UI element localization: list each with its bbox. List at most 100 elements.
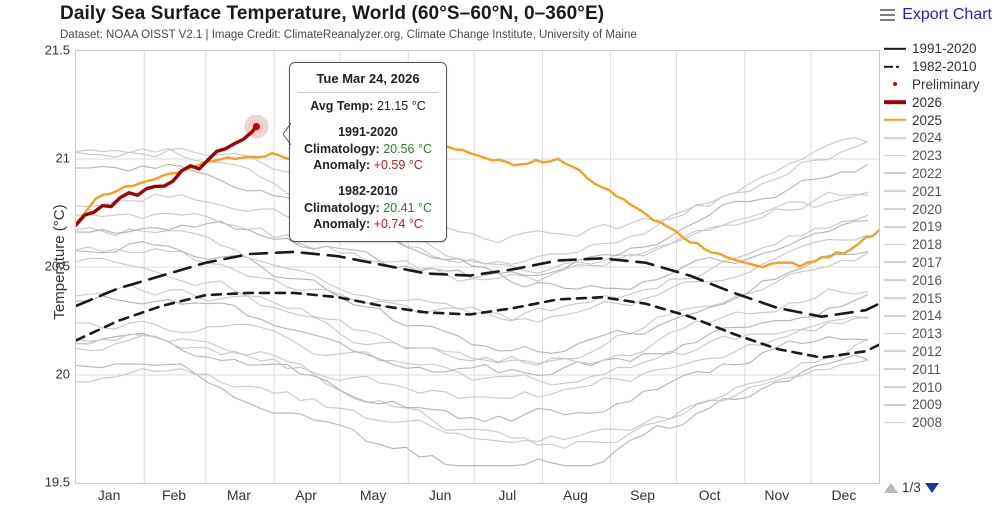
x-axis-tick-label: Apr <box>295 487 317 503</box>
legend-item-2011[interactable]: 2011 <box>884 360 1000 378</box>
legend-item-label: 2026 <box>912 94 943 110</box>
legend-item-2021[interactable]: 2021 <box>884 182 1000 200</box>
legend-item-2023[interactable]: 2023 <box>884 147 1000 165</box>
tooltip-anomaly-label: Anomaly: <box>313 158 371 172</box>
legend-swatch-solid-icon <box>884 185 906 197</box>
tooltip-pointer-icon <box>283 123 291 145</box>
legend-swatch-dashdot-icon <box>884 61 906 73</box>
tooltip-date: Tue Mar 24, 2026 <box>316 71 420 86</box>
legend-swatch-solid-icon <box>884 417 906 429</box>
legend-item-1982-2010[interactable]: 1982-2010 <box>884 58 1000 76</box>
background-year-traces <box>76 137 869 467</box>
legend-item-label: 2008 <box>912 415 943 431</box>
x-axis-tick-label: Jun <box>428 487 452 503</box>
legend-item-2024[interactable]: 2024 <box>884 129 1000 147</box>
legend-item-label: 1982-2010 <box>912 59 977 75</box>
y-axis-tick-label: 20.5 <box>44 258 70 274</box>
legend-item-2017[interactable]: 2017 <box>884 254 1000 272</box>
legend-item-2015[interactable]: 2015 <box>884 289 1000 307</box>
legend-item-2022[interactable]: 2022 <box>884 165 1000 183</box>
legend-item-label: 2019 <box>912 219 943 235</box>
export-chart-button[interactable]: Export Chart <box>880 6 992 24</box>
data-point-tooltip: Tue Mar 24, 2026 Avg Temp: 21.15 °C 1991… <box>283 62 447 242</box>
legend-swatch-solid-icon <box>884 239 906 251</box>
legend-item-2019[interactable]: 2019 <box>884 218 1000 236</box>
tooltip-avg-value: 21.15 °C <box>376 99 426 113</box>
chart-plot-area[interactable] <box>75 50 880 484</box>
legend-swatch-solid-icon <box>884 292 906 304</box>
legend-item-2025[interactable]: 2025 <box>884 111 1000 129</box>
x-axis-tick-label: Oct <box>698 487 721 503</box>
legend-swatch-solid-icon <box>884 167 906 179</box>
hamburger-icon <box>880 8 896 22</box>
legend-swatch-solid-icon <box>884 363 906 375</box>
legend-page-indicator: 1/3 <box>902 480 921 495</box>
tooltip-avg-label: Avg Temp: <box>310 99 374 113</box>
legend-item-label: 2020 <box>912 201 943 217</box>
legend-swatch-solid-icon <box>884 328 906 340</box>
legend-item-label: 2013 <box>912 326 943 342</box>
legend-swatch-solid-icon <box>884 399 906 411</box>
legend-swatch-dot-icon <box>884 78 906 90</box>
up-triangle-icon[interactable] <box>884 482 898 493</box>
legend-item-label: 2014 <box>912 308 943 324</box>
legend-item-2026[interactable]: 2026 <box>884 93 1000 111</box>
legend-item-2018[interactable]: 2018 <box>884 236 1000 254</box>
legend-item-label: 2016 <box>912 272 943 288</box>
legend-item-2012[interactable]: 2012 <box>884 343 1000 361</box>
legend-item-preliminary[interactable]: Preliminary <box>884 76 1000 94</box>
legend-item-1991-2020[interactable]: 1991-2020 <box>884 40 1000 58</box>
chart-subtitle: Dataset: NOAA OISST V2.1 | Image Credit:… <box>60 29 637 41</box>
x-axis-tick-label: Nov <box>764 487 790 503</box>
tooltip-anomaly-value: +0.59 °C <box>373 158 423 172</box>
legend-swatch-solid-icon <box>884 132 906 144</box>
tooltip-group-1982-2010: 1982-2010 Climatology: 20.41 °C Anomaly:… <box>296 183 440 232</box>
x-axis-tick-label: Aug <box>563 487 588 503</box>
tooltip-climatology-value: 20.56 °C <box>383 142 432 156</box>
legend-item-label: 2018 <box>912 237 943 253</box>
tooltip-divider <box>298 92 438 93</box>
x-axis-tick-label: Sep <box>630 487 656 503</box>
legend-item-label: 2017 <box>912 254 943 270</box>
legend-item-label: 2023 <box>912 148 943 164</box>
tooltip-climatology-row: Climatology: 20.56 °C <box>296 141 440 157</box>
x-axis-tick-label: Feb <box>161 487 187 503</box>
y-axis-ticks: 21.5 21 20.5 20 19.5 <box>0 43 70 490</box>
down-triangle-icon[interactable] <box>924 482 939 493</box>
legend-swatch-solid-icon <box>884 256 906 268</box>
tooltip-climatology-label: Climatology: <box>304 142 380 156</box>
legend-item-label: 2024 <box>912 130 943 146</box>
legend-swatch-solid-icon <box>884 114 906 126</box>
x-axis-tick-label: May <box>359 487 387 503</box>
legend-swatch-solid-icon <box>884 345 906 357</box>
legend-item-2008[interactable]: 2008 <box>884 414 1000 432</box>
legend-item-label: 2021 <box>912 183 943 199</box>
tooltip-period-label: 1982-2010 <box>338 184 398 198</box>
legend-item-2009[interactable]: 2009 <box>884 396 1000 414</box>
legend-pager[interactable]: 1/3 <box>884 480 1000 495</box>
legend-swatch-solid-icon <box>884 203 906 215</box>
legend-item-label: 1991-2020 <box>912 41 977 57</box>
tooltip-anomaly-row: Anomaly: +0.59 °C <box>296 157 440 173</box>
page-title: Daily Sea Surface Temperature, World (60… <box>60 3 605 24</box>
legend-swatch-solid-icon <box>884 150 906 162</box>
tooltip-avg-temp: Avg Temp: 21.15 °C <box>296 98 440 114</box>
legend-swatch-solid-icon <box>884 310 906 322</box>
x-axis-tick-label: Mar <box>226 487 251 503</box>
legend-item-label: 2025 <box>912 112 943 128</box>
x-axis-tick-label: Jan <box>97 487 121 503</box>
legend-item-2020[interactable]: 2020 <box>884 200 1000 218</box>
y-axis-tick-label: 20 <box>55 366 70 382</box>
chart-legend[interactable]: 1991-2020 1982-2010 Preliminary 2026 2025 202… <box>884 40 1000 432</box>
tooltip-climatology-label: Climatology: <box>304 201 380 215</box>
legend-item-2014[interactable]: 2014 <box>884 307 1000 325</box>
legend-item-label: 2022 <box>912 165 943 181</box>
legend-item-label: 2011 <box>912 361 942 377</box>
chart-series-canvas <box>76 51 879 483</box>
tooltip-climatology-value: 20.41 °C <box>383 201 432 215</box>
highlighted-series <box>76 124 879 359</box>
legend-item-2013[interactable]: 2013 <box>884 325 1000 343</box>
legend-item-2010[interactable]: 2010 <box>884 378 1000 396</box>
legend-item-2016[interactable]: 2016 <box>884 271 1000 289</box>
tooltip-anomaly-row: Anomaly: +0.74 °C <box>296 216 440 232</box>
